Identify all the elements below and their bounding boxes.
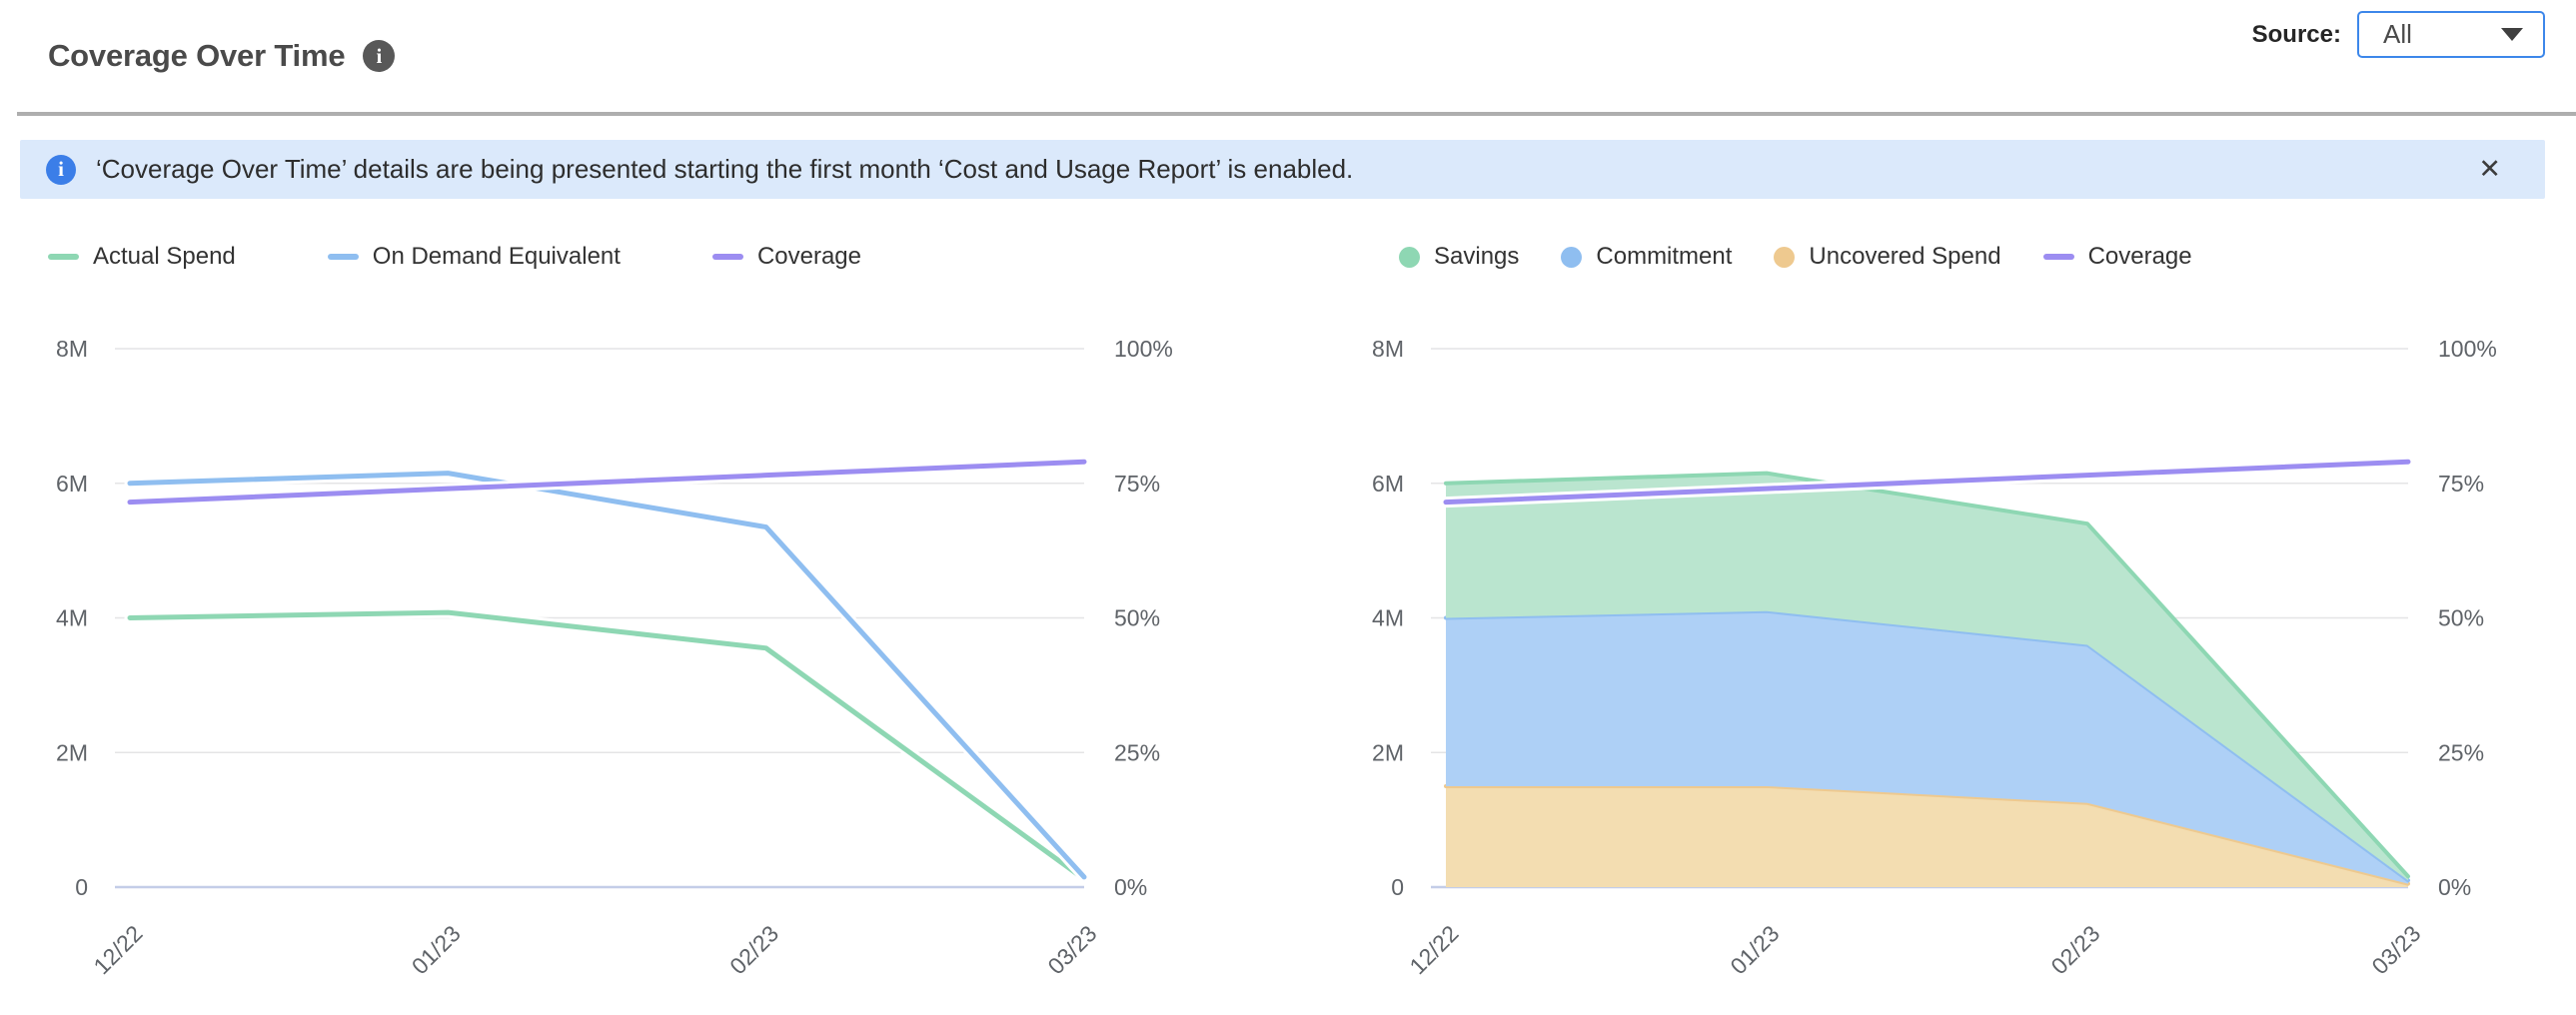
- legend-item-uncovered-spend[interactable]: Uncovered Spend: [1774, 243, 2001, 271]
- legend-label: Uncovered Spend: [1809, 243, 2001, 270]
- legend-label: Coverage: [2087, 243, 2192, 270]
- left-axis-tick: 2M: [1372, 739, 1404, 765]
- right-axis-tick: 50%: [2438, 605, 2484, 631]
- line-chart-legend: Actual Spend On Demand Equivalent Coverage: [48, 240, 861, 274]
- uncovered-spend-marker-icon: [1774, 246, 1796, 268]
- actual-spend-marker-icon: [48, 254, 79, 260]
- series-coverage: [1443, 459, 2411, 506]
- on-demand-equivalent-marker-icon: [327, 254, 359, 260]
- right-axis-tick: 50%: [1114, 605, 1160, 631]
- savings-marker-icon: [1399, 246, 1420, 268]
- legend-item-savings[interactable]: Savings: [1399, 243, 1519, 271]
- source-dropdown-value: All: [2383, 19, 2412, 49]
- chevron-down-icon: [2501, 28, 2523, 41]
- banner-close-button[interactable]: ✕: [2474, 152, 2505, 187]
- legend-item-on-demand-equivalent[interactable]: On Demand Equivalent: [327, 243, 621, 271]
- series-actual-spend: [127, 609, 1087, 882]
- right-axis-tick: 0%: [2438, 874, 2471, 900]
- left-axis-tick: 8M: [1372, 336, 1404, 362]
- legend-label: On Demand Equivalent: [372, 243, 621, 270]
- x-axis-tick: 12/22: [88, 920, 147, 979]
- info-glyph: i: [376, 43, 383, 68]
- banner-info-icon: i: [46, 154, 76, 185]
- x-axis-tick: 01/23: [407, 920, 466, 979]
- title-wrap: Coverage Over Time i: [48, 38, 396, 74]
- legend-label: Commitment: [1596, 243, 1733, 270]
- right-axis-tick: 100%: [2438, 336, 2497, 362]
- area-chart-legend: Savings Commitment Uncovered Spend Coverage: [1399, 240, 2192, 274]
- x-axis-tick: 02/23: [724, 920, 783, 979]
- title-info-icon[interactable]: i: [363, 40, 396, 72]
- legend-item-coverage[interactable]: Coverage: [711, 243, 861, 271]
- right-axis-tick: 0%: [1114, 874, 1147, 900]
- right-axis-tick: 75%: [1114, 471, 1160, 497]
- series-on-demand-equivalent: [127, 471, 1087, 880]
- series-halo-actual-spend: [124, 606, 1090, 885]
- area-savings: [1446, 473, 2408, 881]
- left-axis-tick: 8M: [56, 336, 88, 362]
- x-axis-tick: 03/23: [2366, 920, 2425, 979]
- x-axis-tick: 02/23: [2045, 920, 2104, 979]
- legend-label: Actual Spend: [93, 243, 236, 270]
- x-axis-tick: 01/23: [1725, 920, 1784, 979]
- area-edge-savings: [1444, 471, 2410, 879]
- x-axis-tick: 03/23: [1042, 920, 1101, 979]
- source-label: Source:: [2251, 20, 2341, 48]
- coverage-marker-icon: [2042, 254, 2074, 260]
- source-filter: Source: All: [2252, 11, 2545, 58]
- series-coverage: [127, 459, 1087, 506]
- legend-item-commitment[interactable]: Commitment: [1561, 243, 1732, 271]
- commitment-marker-icon: [1561, 246, 1583, 268]
- coverage-marker-icon: [711, 254, 743, 260]
- left-axis-tick: 6M: [1372, 471, 1404, 497]
- header-divider: [17, 112, 2576, 116]
- right-axis-tick: 25%: [1114, 739, 1160, 765]
- x-axis-tick: 12/22: [1404, 920, 1463, 979]
- left-axis-tick: 4M: [1372, 605, 1404, 631]
- left-axis-tick: 0: [1391, 874, 1404, 900]
- left-axis-tick: 4M: [56, 605, 88, 631]
- left-axis-tick: 0: [75, 874, 88, 900]
- legend-item-coverage[interactable]: Coverage: [2042, 243, 2192, 271]
- info-glyph: i: [58, 157, 64, 181]
- legend-label: Savings: [1434, 243, 1520, 270]
- page-title: Coverage Over Time: [48, 38, 346, 73]
- left-axis-tick: 2M: [56, 739, 88, 765]
- panel-header: Coverage Over Time i Source: All: [0, 0, 2576, 112]
- legend-item-actual-spend[interactable]: Actual Spend: [48, 243, 236, 271]
- right-axis-tick: 75%: [2438, 471, 2484, 497]
- area-commitment: [1446, 610, 2408, 884]
- legend-label: Coverage: [756, 243, 861, 270]
- right-axis-tick: 25%: [2438, 739, 2484, 765]
- banner-text: ‘Coverage Over Time’ details are being p…: [96, 154, 1354, 184]
- source-dropdown[interactable]: All: [2357, 11, 2545, 58]
- spend-coverage-line-chart: 8M 100% 6M 75% 4M 50% 2M 25% 0 0% 12/22 01/23 02/23 0…: [56, 336, 1173, 979]
- savings-commitment-area-chart: 8M 100% 6M 75% 4M 50% 2M 25% 0 0% 12/22 01/23 02/23 0…: [1372, 336, 2497, 979]
- area-uncovered-spend: [1446, 785, 2408, 887]
- series-halo-on-demand-equivalent: [124, 468, 1090, 883]
- left-axis-tick: 6M: [56, 471, 88, 497]
- info-banner: i ‘Coverage Over Time’ details are being…: [20, 140, 2545, 199]
- right-axis-tick: 100%: [1114, 336, 1173, 362]
